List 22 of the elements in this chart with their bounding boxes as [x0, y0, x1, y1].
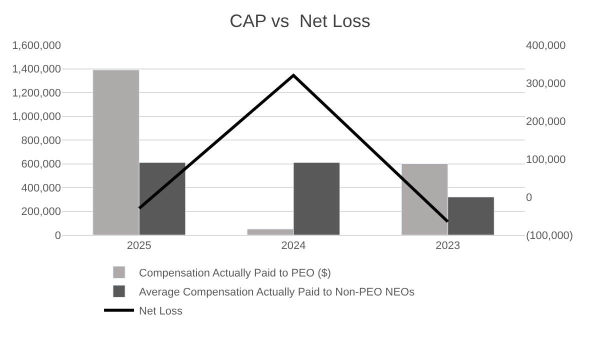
y-tick-label: 800,000	[21, 134, 61, 147]
chart-title: CAP vs Net Loss	[230, 11, 370, 31]
y2-tick-label: 200,000	[526, 116, 566, 128]
y-tick-label: 1,400,000	[12, 64, 61, 76]
y-tick-label: 1,600,000	[12, 40, 61, 52]
legend-label: Compensation Actually Paid to PEO ($)	[139, 268, 332, 280]
y2-tick-label: 100,000	[526, 154, 566, 166]
y2-tick-label: (100,000)	[526, 230, 574, 242]
y-tick-label: 1,000,000	[12, 111, 61, 124]
y-tick-label: 600,000	[21, 158, 61, 171]
x-tick-label: 2023	[436, 240, 460, 252]
x-tick-label: 2025	[126, 240, 152, 252]
y-tick-label: 0	[54, 230, 61, 242]
y-tick-label: 1,200,000	[12, 87, 61, 100]
legend-label: Net Loss	[139, 306, 183, 318]
y2-tick-label: 300,000	[526, 78, 566, 90]
y2-tick-label: 400,000	[526, 40, 566, 52]
y-tick-label: 400,000	[21, 182, 61, 194]
y2-tick-label: 0	[526, 192, 532, 204]
legend-label: Average Compensation Actually Paid to Non-PEO NEOs	[139, 286, 416, 299]
x-tick-label: 2024	[281, 240, 306, 252]
y-tick-label: 200,000	[21, 206, 61, 218]
